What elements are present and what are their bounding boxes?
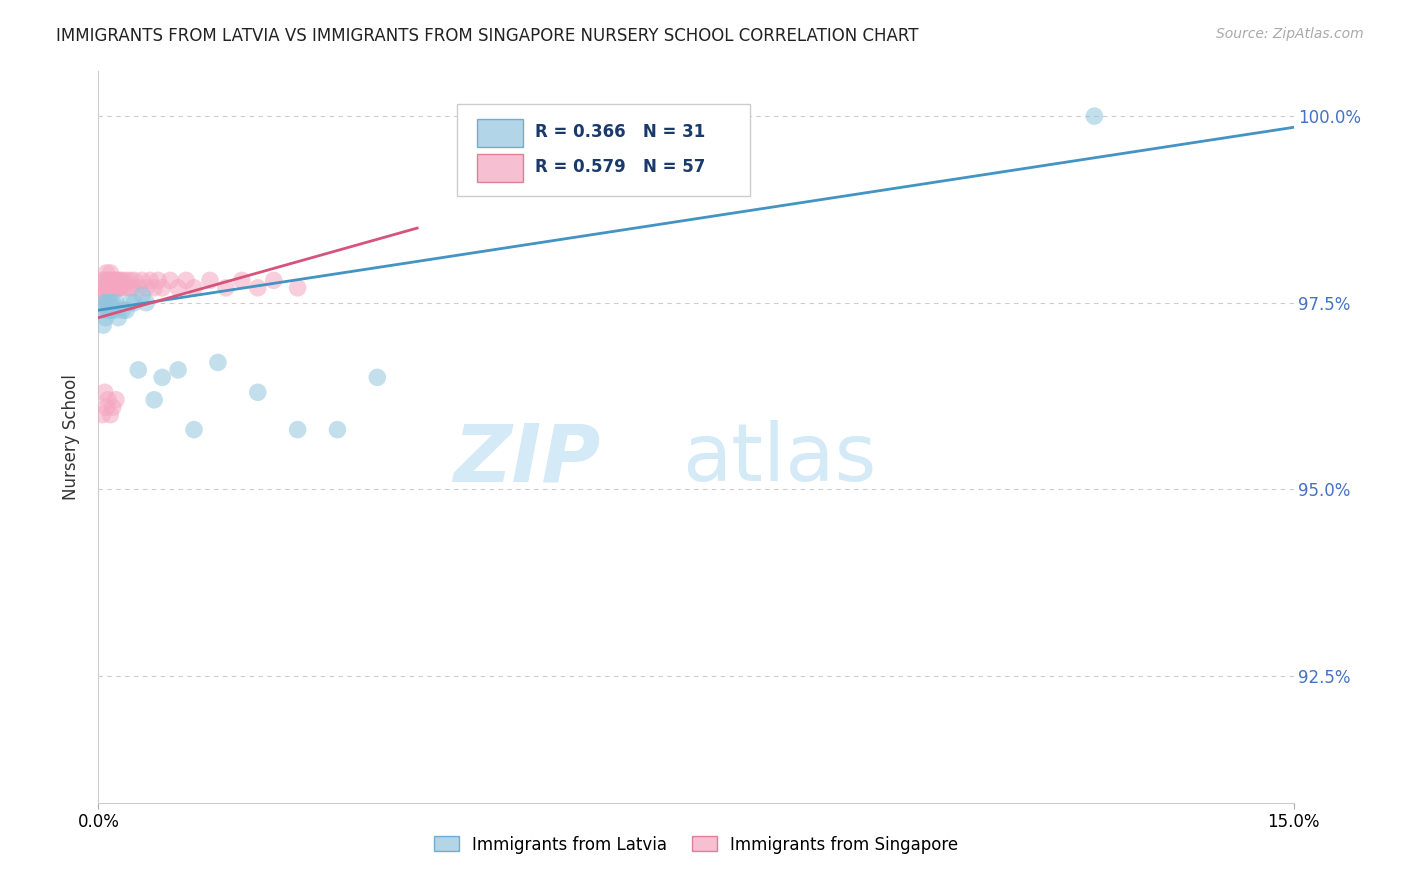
Point: [167, 363, 190, 377]
Point: [103, 281, 125, 295]
Point: [135, 281, 157, 295]
Text: atlas: atlas: [682, 420, 877, 498]
Point: [150, 370, 173, 384]
Point: [111, 303, 134, 318]
FancyBboxPatch shape: [477, 119, 523, 146]
Point: [174, 273, 197, 287]
Point: [120, 273, 142, 287]
Point: [112, 281, 135, 295]
Point: [108, 281, 131, 295]
Point: [97, 392, 120, 407]
Point: [98, 408, 122, 422]
Point: [94, 385, 117, 400]
FancyBboxPatch shape: [477, 154, 523, 182]
Point: [91, 281, 114, 295]
Point: [90, 288, 112, 302]
Point: [207, 355, 229, 369]
Point: [101, 295, 124, 310]
Point: [96, 266, 118, 280]
Point: [143, 392, 166, 407]
Point: [94, 281, 117, 295]
Point: [100, 281, 122, 295]
Point: [94, 310, 117, 325]
Point: [135, 295, 157, 310]
Point: [139, 273, 162, 287]
Point: [96, 401, 118, 415]
Point: [97, 295, 120, 310]
Point: [143, 281, 166, 295]
Point: [287, 281, 309, 295]
Point: [107, 273, 129, 287]
Point: [107, 310, 129, 325]
Point: [97, 303, 120, 318]
Point: [98, 266, 122, 280]
Point: [103, 303, 125, 318]
Point: [183, 281, 205, 295]
Point: [118, 281, 141, 295]
Point: [115, 303, 138, 318]
Point: [91, 273, 114, 287]
Point: [94, 273, 117, 287]
Point: [104, 281, 127, 295]
Point: [115, 273, 138, 287]
Point: [111, 273, 134, 287]
Point: [96, 281, 118, 295]
Point: [148, 273, 170, 287]
Point: [100, 303, 122, 318]
Point: [263, 273, 285, 287]
Point: [198, 273, 221, 287]
Point: [104, 392, 127, 407]
Point: [101, 273, 124, 287]
Point: [104, 295, 127, 310]
Point: [108, 273, 131, 287]
Point: [366, 370, 388, 384]
Point: [104, 273, 127, 287]
Text: IMMIGRANTS FROM LATVIA VS IMMIGRANTS FROM SINGAPORE NURSERY SCHOOL CORRELATION C: IMMIGRANTS FROM LATVIA VS IMMIGRANTS FRO…: [56, 27, 918, 45]
Point: [91, 408, 114, 422]
Point: [1083, 109, 1105, 123]
Point: [246, 385, 269, 400]
Point: [101, 281, 124, 295]
Point: [91, 303, 114, 318]
Point: [326, 423, 349, 437]
Text: Source: ZipAtlas.com: Source: ZipAtlas.com: [1216, 27, 1364, 41]
Point: [110, 281, 132, 295]
Point: [131, 273, 153, 287]
Point: [121, 281, 143, 295]
Point: [287, 423, 309, 437]
Point: [96, 295, 118, 310]
Point: [124, 295, 146, 310]
FancyBboxPatch shape: [457, 104, 749, 195]
Point: [105, 281, 128, 295]
Point: [97, 273, 120, 287]
Point: [167, 281, 190, 295]
Point: [183, 423, 205, 437]
Point: [97, 281, 120, 295]
Point: [98, 273, 121, 287]
Point: [98, 295, 122, 310]
Point: [107, 281, 129, 295]
Point: [120, 295, 142, 310]
Point: [98, 303, 121, 318]
Point: [103, 273, 125, 287]
Point: [127, 363, 149, 377]
Point: [91, 318, 114, 332]
Point: [94, 295, 117, 310]
Point: [131, 288, 153, 302]
Point: [127, 281, 149, 295]
Point: [231, 273, 253, 287]
Point: [159, 273, 181, 287]
Point: [93, 288, 115, 302]
Point: [101, 401, 124, 415]
Point: [124, 273, 146, 287]
Text: ZIP: ZIP: [453, 420, 600, 498]
Text: R = 0.366   N = 31: R = 0.366 N = 31: [534, 123, 704, 141]
Point: [150, 281, 173, 295]
Point: [246, 281, 269, 295]
Text: R = 0.579   N = 57: R = 0.579 N = 57: [534, 158, 704, 177]
Point: [90, 295, 112, 310]
Legend: Immigrants from Latvia, Immigrants from Singapore: Immigrants from Latvia, Immigrants from …: [427, 829, 965, 860]
Point: [215, 281, 238, 295]
Y-axis label: Nursery School: Nursery School: [62, 374, 80, 500]
